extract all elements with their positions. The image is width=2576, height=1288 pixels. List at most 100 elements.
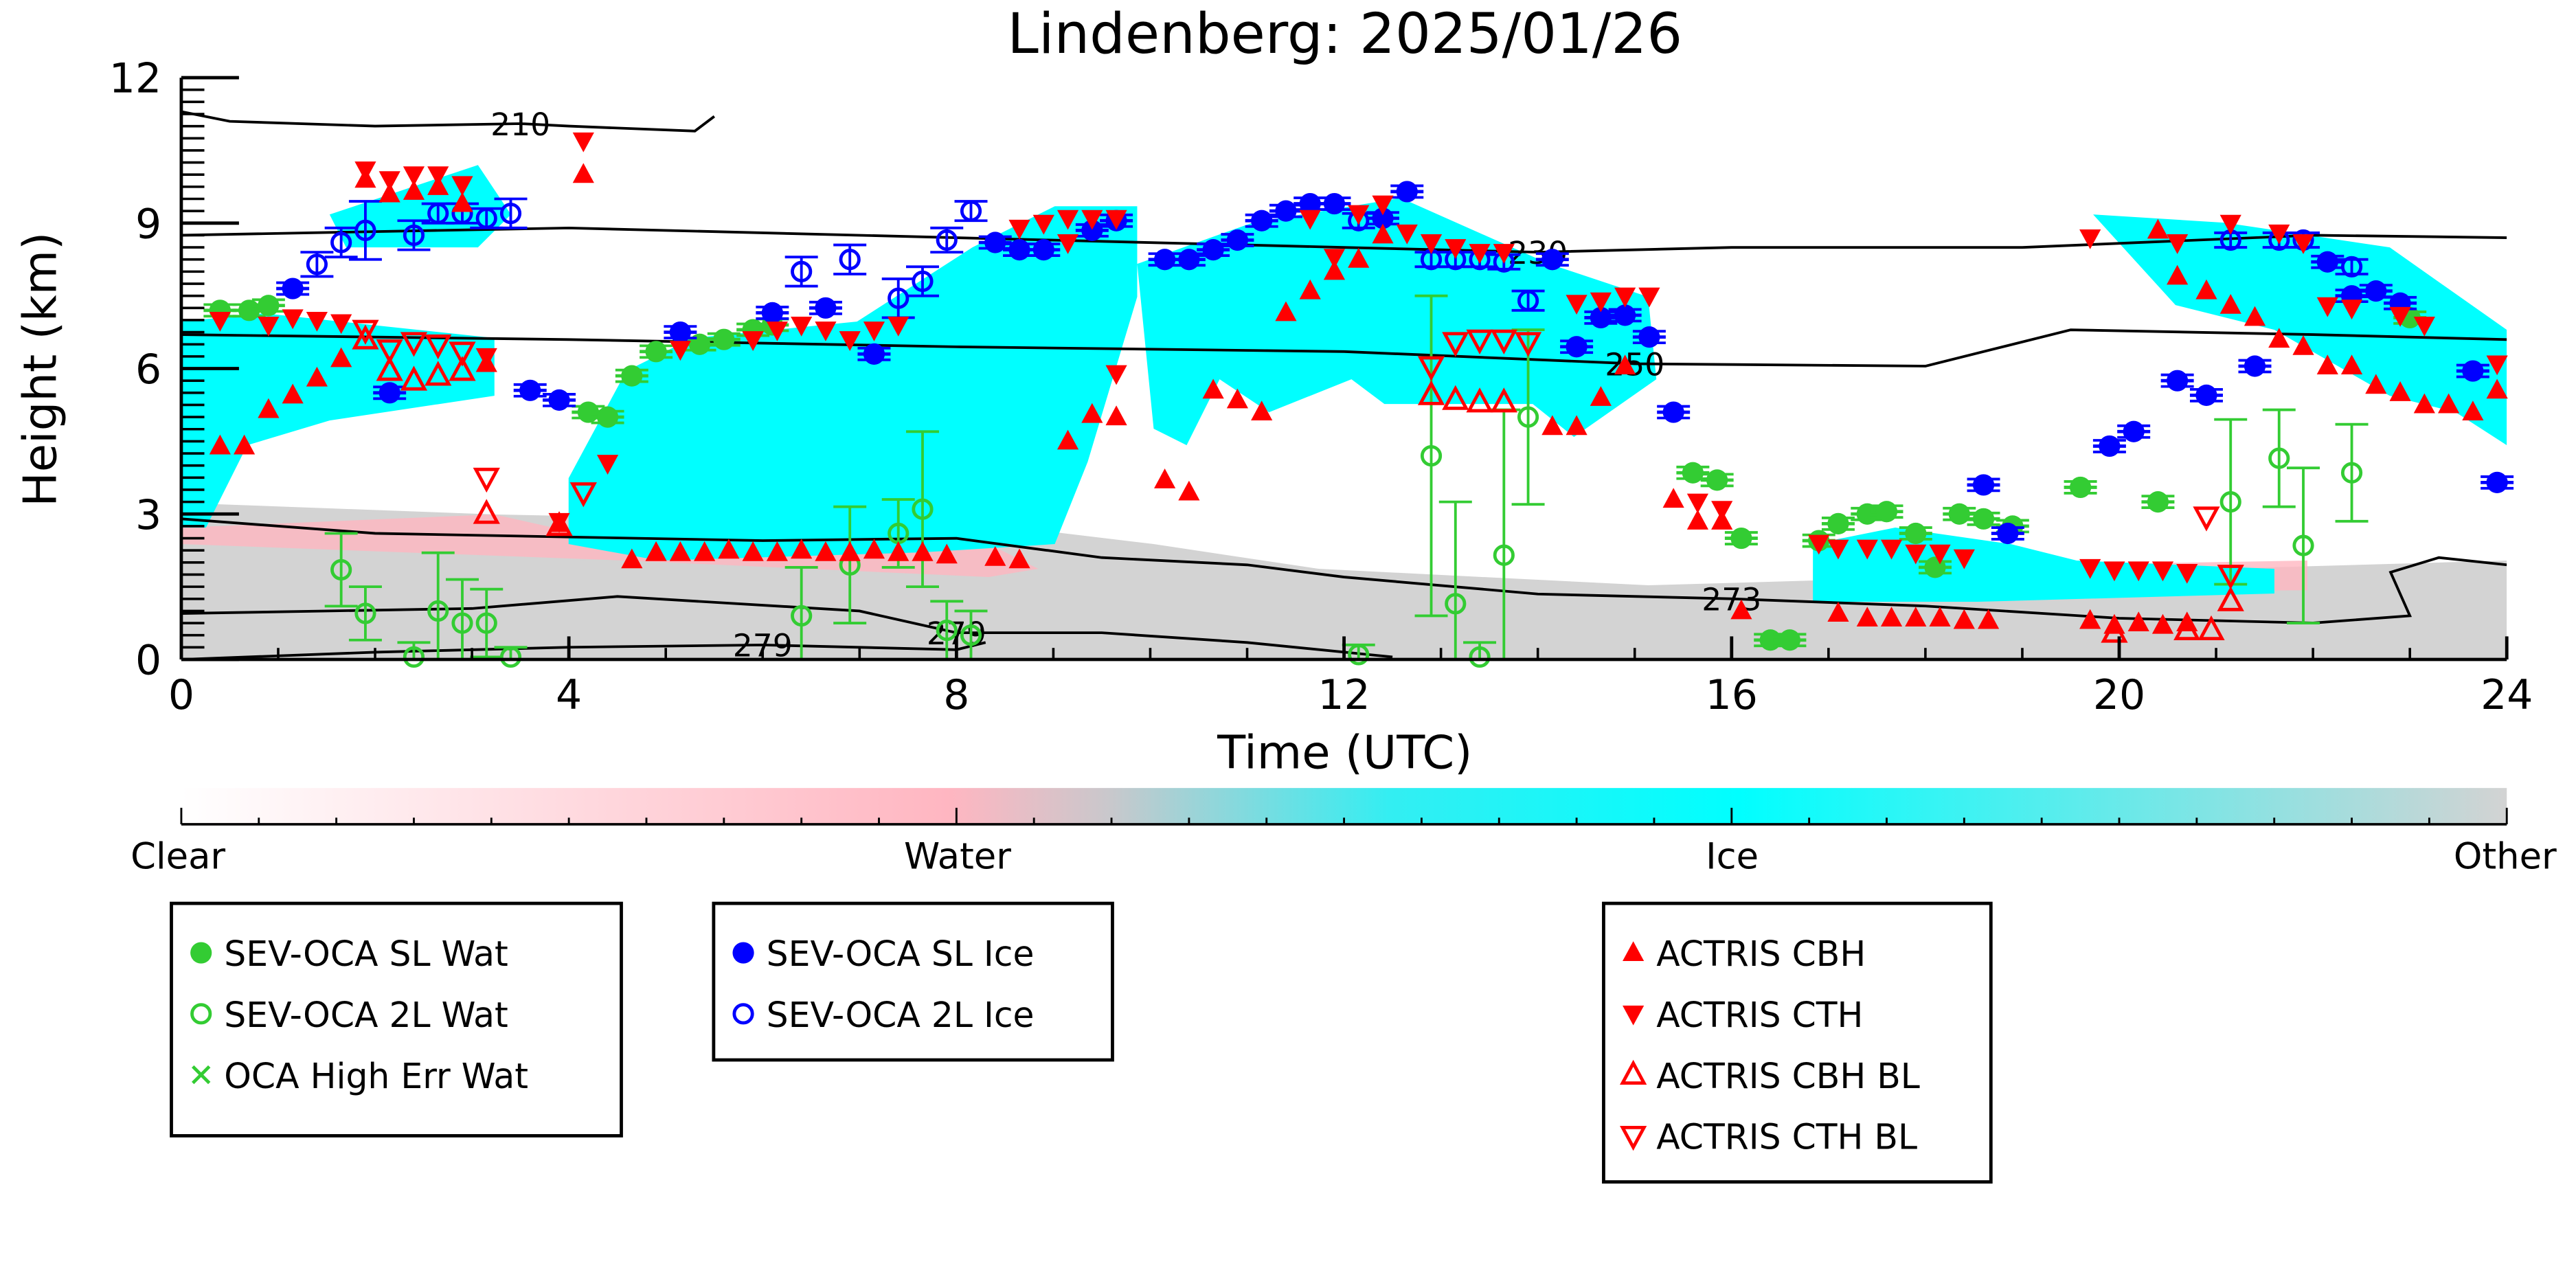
- legend-label: SEV-OCA SL Ice: [767, 934, 1035, 974]
- data-point: [2219, 491, 2241, 513]
- legend-label: ACTRIS CTH BL: [1656, 1117, 1917, 1157]
- data-point: [1924, 556, 1946, 578]
- data-point: [1469, 244, 1491, 264]
- data-point: [425, 334, 452, 360]
- ice-region: [181, 313, 495, 528]
- data-point: [572, 132, 594, 152]
- data-point: [258, 295, 280, 317]
- data-point: [2217, 565, 2244, 590]
- data-point: [1977, 609, 2000, 629]
- data-point: [2079, 609, 2101, 629]
- data-point: [1081, 403, 1103, 423]
- data-point: [1493, 544, 1515, 566]
- data-point: [572, 163, 594, 183]
- colorbar-label-water: Water: [904, 836, 1011, 878]
- data-point: [282, 278, 304, 300]
- data-point: [1827, 602, 1849, 622]
- data-point: [2292, 335, 2314, 355]
- data-point: [1275, 301, 1297, 321]
- error-bar: [954, 200, 988, 223]
- data-point: [1299, 210, 1321, 230]
- x-tick-label: 4: [556, 671, 582, 719]
- legend-label: SEV-OCA 2L Ice: [767, 995, 1035, 1035]
- legend-marker-icon: [1620, 1059, 1647, 1085]
- data-point: [2195, 279, 2217, 300]
- error-bar: [348, 585, 382, 642]
- data-point: [863, 321, 885, 341]
- data-point: [354, 161, 376, 181]
- data-point: [2365, 280, 2387, 302]
- data-point: [1178, 249, 1200, 271]
- y-tick-label: 12: [109, 55, 161, 103]
- data-point: [1517, 290, 1539, 312]
- data-point: [1905, 544, 1927, 565]
- data-point: [1514, 332, 1542, 357]
- data-point: [330, 231, 352, 253]
- data-point: [694, 541, 716, 561]
- legend-label: ACTRIS CBH: [1656, 934, 1866, 974]
- data-point: [1372, 207, 1394, 229]
- data-point: [1323, 249, 1346, 269]
- legend-marker-icon: [1620, 1125, 1647, 1151]
- data-point: [1953, 549, 1975, 569]
- data-point: [2127, 561, 2149, 582]
- data-point: [863, 539, 885, 559]
- data-point: [1490, 387, 1517, 413]
- contour-line: [181, 641, 986, 659]
- data-point: [2340, 300, 2363, 320]
- ice-region: [568, 206, 1138, 561]
- data-point: [1856, 503, 1878, 525]
- data-point: [282, 383, 304, 404]
- axes: 0 4 8 12 16 20 24 0 3 6 9 12: [109, 55, 2533, 719]
- data-point: [2268, 224, 2290, 245]
- data-point: [791, 539, 813, 559]
- data-point: [306, 253, 328, 275]
- data-point: [1466, 387, 1493, 413]
- legend-marker-icon: [190, 1003, 212, 1025]
- data-point: [1348, 247, 1370, 268]
- data-point: [2197, 615, 2225, 641]
- data-point: [863, 343, 885, 365]
- data-point: [1972, 474, 1995, 496]
- data-point: [2340, 354, 2363, 374]
- data-point: [1251, 400, 1273, 421]
- legend-entry: ACTRIS CBH: [1623, 934, 1866, 974]
- ice-region: [1813, 528, 2274, 602]
- data-point: [2079, 229, 2101, 249]
- data-point: [839, 249, 861, 271]
- data-point: [403, 166, 425, 187]
- data-point: [2147, 491, 2169, 513]
- data-point: [379, 382, 400, 404]
- data-point: [1008, 239, 1030, 261]
- data-point: [2127, 611, 2149, 632]
- data-point: [1442, 332, 1469, 357]
- data-point: [1057, 429, 1079, 450]
- data-point: [379, 171, 400, 192]
- legend-label: ACTRIS CBH BL: [1656, 1056, 1920, 1096]
- contour-line: [181, 226, 2507, 254]
- data-point: [1445, 239, 1467, 259]
- colorbar-label-other: Other: [2454, 836, 2557, 878]
- data-point: [282, 309, 304, 330]
- data-point: [449, 341, 476, 367]
- data-point: [2079, 558, 2101, 579]
- data-point: [1396, 224, 1418, 245]
- data-point: [1686, 510, 1709, 530]
- data-point: [1057, 234, 1079, 254]
- data-point: [2316, 354, 2338, 374]
- data-point: [427, 166, 449, 187]
- data-point: [761, 302, 783, 324]
- x-tick-label: 0: [168, 671, 194, 719]
- data-point: [2268, 328, 2290, 348]
- data-point: [2316, 297, 2338, 317]
- data-point: [1614, 354, 1636, 374]
- data-point: [1711, 501, 1733, 521]
- legend-entry: OCA High Err Wat: [192, 1056, 528, 1096]
- data-point: [1905, 607, 1927, 626]
- data-point: [669, 541, 691, 561]
- data-point: [984, 231, 1006, 253]
- data-point: [1682, 462, 1704, 484]
- data-point: [1420, 234, 1443, 254]
- data-point: [791, 317, 813, 337]
